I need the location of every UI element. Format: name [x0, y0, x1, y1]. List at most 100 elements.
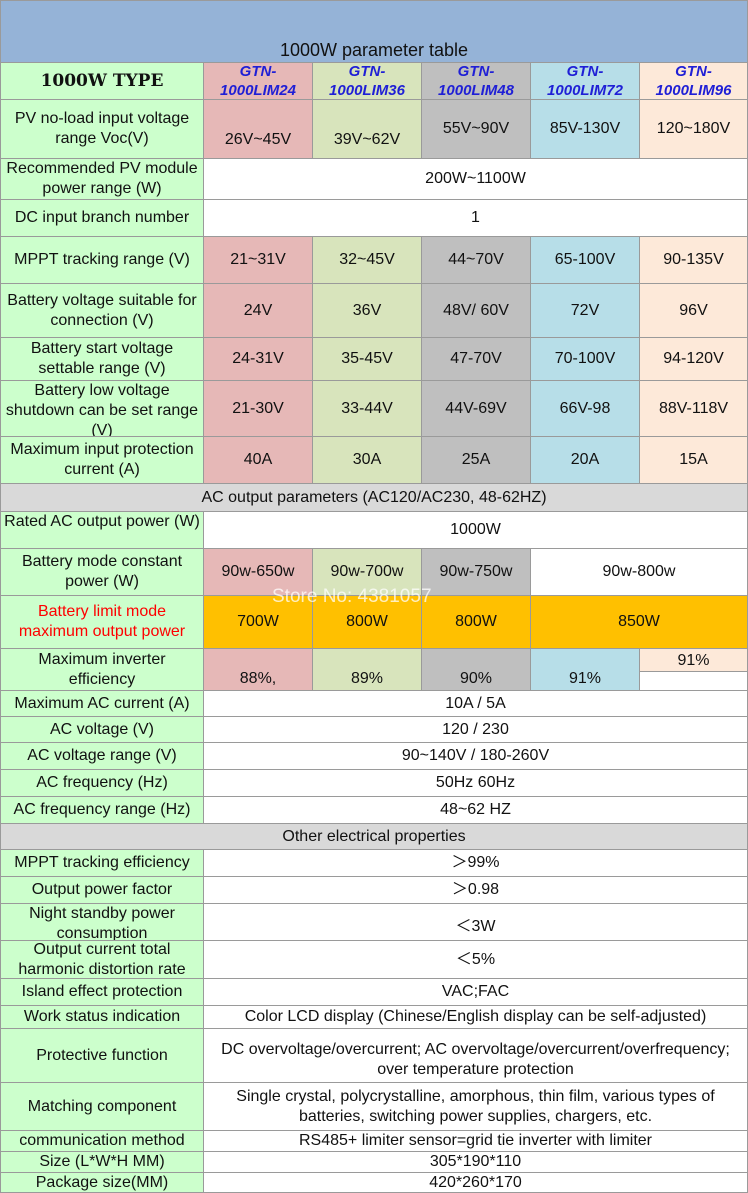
battery-voltage-24: 24V — [203, 283, 313, 338]
battery-start-24: 24-31V — [203, 337, 313, 381]
type-label: 1000W TYPE — [0, 62, 204, 100]
row-label-mppt-eff: MPPT tracking efficiency — [0, 849, 204, 877]
night-standby-value: ＜3W — [203, 903, 748, 941]
rated-ac-power-value: 1000W — [203, 511, 748, 549]
mppt-range-24: 21~31V — [203, 236, 313, 284]
battery-limit-power-48: 800W — [421, 595, 531, 649]
power-factor-value: ＞0.98 — [203, 876, 748, 904]
pv-voc-96: 120~180V — [639, 99, 748, 159]
mppt-range-72: 65-100V — [530, 236, 640, 284]
battery-mode-power-72-96: 90w-800w — [530, 548, 748, 596]
pv-voc-24: 26V~45V — [203, 99, 313, 159]
row-label-inverter-eff: Maximum inverter efficiency — [0, 648, 204, 691]
max-input-current-72: 20A — [530, 436, 640, 484]
pv-power-value: 200W~1100W — [203, 158, 748, 200]
ac-frequency-value: 50Hz 60Hz — [203, 769, 748, 797]
row-label-island: Island effect protection — [0, 978, 204, 1006]
row-label-size: Size (L*W*H MM) — [0, 1151, 204, 1173]
section-ac-output: AC output parameters (AC120/AC230, 48-62… — [0, 483, 748, 512]
battery-voltage-72: 72V — [530, 283, 640, 338]
battery-start-72: 70-100V — [530, 337, 640, 381]
max-input-current-24: 40A — [203, 436, 313, 484]
row-label-battery-start: Battery start voltage settable range (V) — [0, 337, 204, 381]
battery-voltage-36: 36V — [312, 283, 422, 338]
model-header-36: GTN- 1000LIM36 — [312, 62, 422, 100]
inverter-eff-72: 91% — [530, 648, 640, 691]
communication-value: RS485+ limiter sensor=grid tie inverter … — [203, 1130, 748, 1152]
battery-low-24: 21-30V — [203, 380, 313, 437]
ac-frequency-range-value: 48~62 HZ — [203, 796, 748, 824]
protective-value: DC overvoltage/overcurrent; AC overvolta… — [203, 1028, 748, 1083]
inverter-eff-96: 91% — [639, 648, 748, 672]
ac-voltage-range-value: 90~140V / 180-260V — [203, 742, 748, 770]
battery-mode-power-24: 90w-650w — [203, 548, 313, 596]
thd-value: ＜5% — [203, 940, 748, 979]
inverter-eff-36: 89% — [312, 648, 422, 691]
row-label-max-input-current: Maximum input protection current (A) — [0, 436, 204, 484]
row-label-thd: Output current total harmonic distortion… — [0, 940, 204, 979]
row-label-ac-frequency-range: AC frequency range (Hz) — [0, 796, 204, 824]
model-header-72: GTN- 1000LIM72 — [530, 62, 640, 100]
model-header-96: GTN- 1000LIM96 — [639, 62, 748, 100]
island-value: VAC;FAC — [203, 978, 748, 1006]
size-value: 305*190*110 — [203, 1151, 748, 1173]
row-label-mppt-range: MPPT tracking range (V) — [0, 236, 204, 284]
row-label-max-ac-current: Maximum AC current (A) — [0, 690, 204, 717]
row-label-work-status: Work status indication — [0, 1005, 204, 1029]
row-label-night-standby: Night standby power consumption — [0, 903, 204, 941]
battery-limit-power-36: 800W — [312, 595, 422, 649]
model-header-48: GTN- 1000LIM48 — [421, 62, 531, 100]
max-input-current-36: 30A — [312, 436, 422, 484]
battery-start-48: 47-70V — [421, 337, 531, 381]
mppt-range-36: 32~45V — [312, 236, 422, 284]
table-title: 1000W parameter table — [0, 0, 748, 63]
row-label-pv-voc: PV no-load input voltage range Voc(V) — [0, 99, 204, 159]
pv-voc-72: 85V-130V — [530, 99, 640, 159]
battery-limit-power-72-96: 850W — [530, 595, 748, 649]
row-label-pv-power: Recommended PV module power range (W) — [0, 158, 204, 200]
pv-voc-36: 39V~62V — [312, 99, 422, 159]
battery-low-72: 66V-98 — [530, 380, 640, 437]
battery-mode-power-48: 90w-750w — [421, 548, 531, 596]
row-label-battery-low: Battery low voltage shutdown can be set … — [0, 380, 204, 437]
battery-voltage-48: 48V/ 60V — [421, 283, 531, 338]
inverter-eff-96-blank — [639, 671, 748, 691]
row-label-communication: communication method — [0, 1130, 204, 1152]
ac-voltage-value: 120 / 230 — [203, 716, 748, 743]
row-label-ac-voltage-range: AC voltage range (V) — [0, 742, 204, 770]
model-header-24: GTN- 1000LIM24 — [203, 62, 313, 100]
battery-start-96: 94-120V — [639, 337, 748, 381]
row-label-battery-mode-power: Battery mode constant power (W) — [0, 548, 204, 596]
row-label-dc-branch: DC input branch number — [0, 199, 204, 237]
battery-mode-power-36: 90w-700w — [312, 548, 422, 596]
mppt-range-48: 44~70V — [421, 236, 531, 284]
row-label-battery-limit-power: Battery limit mode maximum output power — [0, 595, 204, 649]
row-label-power-factor: Output power factor — [0, 876, 204, 904]
battery-limit-power-24: 700W — [203, 595, 313, 649]
inverter-eff-48: 90% — [421, 648, 531, 691]
row-label-matching: Matching component — [0, 1082, 204, 1131]
max-ac-current-value: 10A / 5A — [203, 690, 748, 717]
battery-start-36: 35-45V — [312, 337, 422, 381]
inverter-eff-24: 88%, — [203, 648, 313, 691]
max-input-current-48: 25A — [421, 436, 531, 484]
mppt-range-96: 90-135V — [639, 236, 748, 284]
row-label-rated-ac-power: Rated AC output power (W) — [0, 511, 204, 549]
battery-low-48: 44V-69V — [421, 380, 531, 437]
dc-branch-value: 1 — [203, 199, 748, 237]
matching-value: Single crystal, polycrystalline, amorpho… — [203, 1082, 748, 1131]
max-input-current-96: 15A — [639, 436, 748, 484]
battery-low-36: 33-44V — [312, 380, 422, 437]
mppt-eff-value: ＞99% — [203, 849, 748, 877]
battery-voltage-96: 96V — [639, 283, 748, 338]
row-label-ac-voltage: AC voltage (V) — [0, 716, 204, 743]
row-label-battery-voltage: Battery voltage suitable for connection … — [0, 283, 204, 338]
row-label-ac-frequency: AC frequency (Hz) — [0, 769, 204, 797]
work-status-value: Color LCD display (Chinese/English displ… — [203, 1005, 748, 1029]
battery-low-96: 88V-118V — [639, 380, 748, 437]
section-other: Other electrical properties — [0, 823, 748, 850]
package-size-value: 420*260*170 — [203, 1172, 748, 1193]
row-label-package-size: Package size(MM) — [0, 1172, 204, 1193]
pv-voc-48: 55V~90V — [421, 99, 531, 159]
